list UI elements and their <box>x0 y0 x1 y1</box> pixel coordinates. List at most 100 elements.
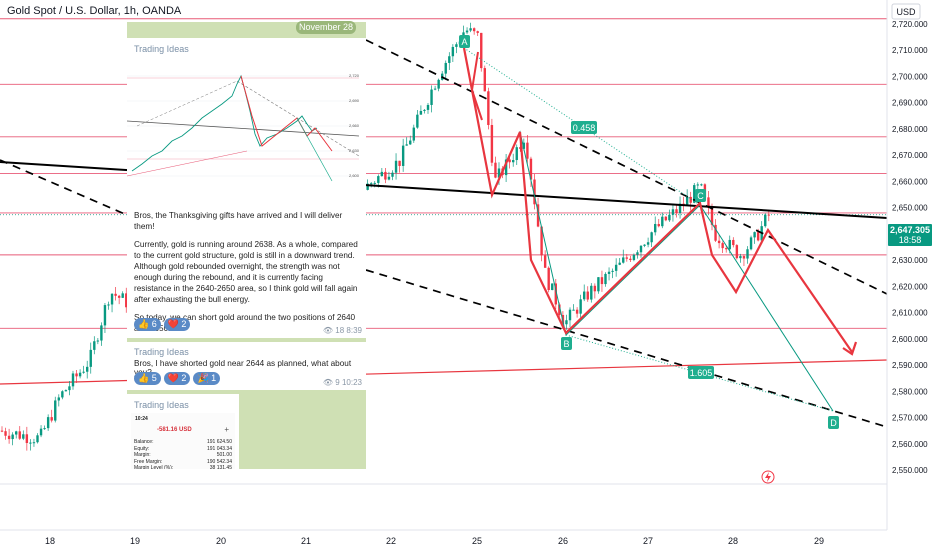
candle <box>82 365 85 374</box>
account-row-label: Balance: <box>134 439 154 445</box>
candle <box>36 433 39 444</box>
candle <box>689 191 692 211</box>
message-1-paragraph-2: Currently, gold is running around 2638. … <box>134 240 358 304</box>
label-b-text: B <box>563 339 569 349</box>
lightning-icon[interactable] <box>761 470 775 484</box>
dashed-channel-upper[interactable] <box>365 39 888 295</box>
reaction-heart[interactable]: ❤️ 2 <box>163 372 191 385</box>
candle <box>533 173 536 210</box>
candle <box>654 216 657 236</box>
candle <box>646 237 650 248</box>
candle <box>739 253 742 263</box>
candle <box>583 284 586 302</box>
price-tick-label: 2,580.000 <box>892 387 928 396</box>
account-row: Margin Level (%): 38 131.45 <box>134 465 232 469</box>
candle <box>455 42 458 54</box>
price-tick-label: 2,670.000 <box>892 151 928 160</box>
candle <box>394 153 398 180</box>
time-tick-label: 25 <box>472 536 482 546</box>
label-c-text: C <box>697 191 704 201</box>
candle <box>61 390 64 400</box>
candle <box>448 52 451 70</box>
candle <box>430 85 433 113</box>
time-axis: 18 19 20 21 22 25 26 27 28 29 <box>45 536 824 546</box>
account-row-value: 501.00 <box>216 452 232 458</box>
svg-text:2,630: 2,630 <box>349 148 360 153</box>
candle <box>107 301 110 310</box>
candle <box>629 255 632 263</box>
candle <box>75 370 78 383</box>
message-2-views: 9 <box>335 378 340 387</box>
dashed-channel-lower[interactable] <box>365 269 888 428</box>
message-2-reactions[interactable]: 👍 5 ❤️ 2 🎉 1 <box>134 368 223 386</box>
candle <box>661 212 664 229</box>
candle <box>380 168 384 177</box>
candle <box>483 65 486 92</box>
candle <box>600 270 604 292</box>
candle <box>93 336 96 355</box>
reaction-thumbs-up[interactable]: 👍 5 <box>134 372 161 385</box>
account-row-value: 191 624.50 <box>206 439 232 445</box>
candle <box>103 302 107 333</box>
candle <box>89 342 92 374</box>
phone-screenshot[interactable]: 10:24 -581.16 USD + Balance: 191 624.50 Eq… <box>131 413 235 469</box>
reaction-heart[interactable]: ❤️ 2 <box>163 318 191 331</box>
candle <box>125 287 128 313</box>
candle <box>18 426 21 440</box>
label-a: A <box>459 35 470 48</box>
reaction-thumbs-up[interactable]: 👍 6 <box>134 318 161 331</box>
price-tick-label: 2,690.000 <box>892 99 928 108</box>
candle <box>387 171 391 181</box>
price-tick-label: 2,610.000 <box>892 309 928 318</box>
price-tick-label: 2,720.000 <box>892 20 928 29</box>
dashed-trendline-left[interactable] <box>0 159 128 216</box>
candle <box>54 396 57 423</box>
time-tick-label: 19 <box>130 536 140 546</box>
account-row-value: 191 043.34 <box>206 445 232 452</box>
svg-text:2,600: 2,600 <box>349 173 360 178</box>
account-row-label: Margin: <box>134 452 151 458</box>
price-tick-label: 2,710.000 <box>892 46 928 55</box>
candle <box>586 286 589 302</box>
candle <box>472 27 476 35</box>
reaction-party[interactable]: 🎉 1 <box>193 372 221 385</box>
candle <box>416 109 419 129</box>
time-tick-label: 21 <box>301 536 311 546</box>
current-price-tag: 2,647.305 18:58 <box>888 224 932 246</box>
message-1-reactions[interactable]: 👍 6 ❤️ 2 <box>134 314 193 332</box>
candle <box>700 183 703 187</box>
channel-name: Trading Ideas <box>134 347 189 357</box>
time-tick-label: 22 <box>386 536 396 546</box>
message-1: Trading Ideas 2,720 2,690 2,660 2,630 2,600 … <box>127 38 366 338</box>
candle <box>614 258 618 277</box>
candle <box>384 168 387 184</box>
candle <box>650 231 653 248</box>
candle <box>480 32 483 72</box>
candle <box>551 283 554 291</box>
candle <box>753 231 756 244</box>
message-chart-thumbnail[interactable]: 2,720 2,690 2,660 2,630 2,600 <box>127 56 366 196</box>
svg-text:2,720: 2,720 <box>349 73 360 78</box>
candle <box>714 219 717 242</box>
candle <box>96 337 100 345</box>
fib-label-1-text: 0.458 <box>573 123 596 133</box>
fib-label-2-text: 1.605 <box>690 368 713 378</box>
candlestick-series <box>0 22 770 451</box>
candle <box>572 304 575 311</box>
candle <box>419 105 423 115</box>
price-tick-label: 2,620.000 <box>892 282 928 291</box>
price-tick-label: 2,600.000 <box>892 335 928 344</box>
price-tick-label: 2,590.000 <box>892 361 928 370</box>
candle <box>504 154 508 182</box>
candle <box>68 380 71 396</box>
candle <box>4 427 7 440</box>
label-c: C <box>695 189 706 202</box>
add-icon[interactable]: + <box>224 425 229 434</box>
countdown-label: 18:58 <box>899 235 922 245</box>
candle <box>22 430 25 441</box>
phone-time: 10:24 <box>135 416 148 422</box>
candle <box>476 30 479 37</box>
projected-path[interactable] <box>462 47 853 353</box>
candle <box>451 44 455 63</box>
currency-badge[interactable] <box>891 3 921 20</box>
